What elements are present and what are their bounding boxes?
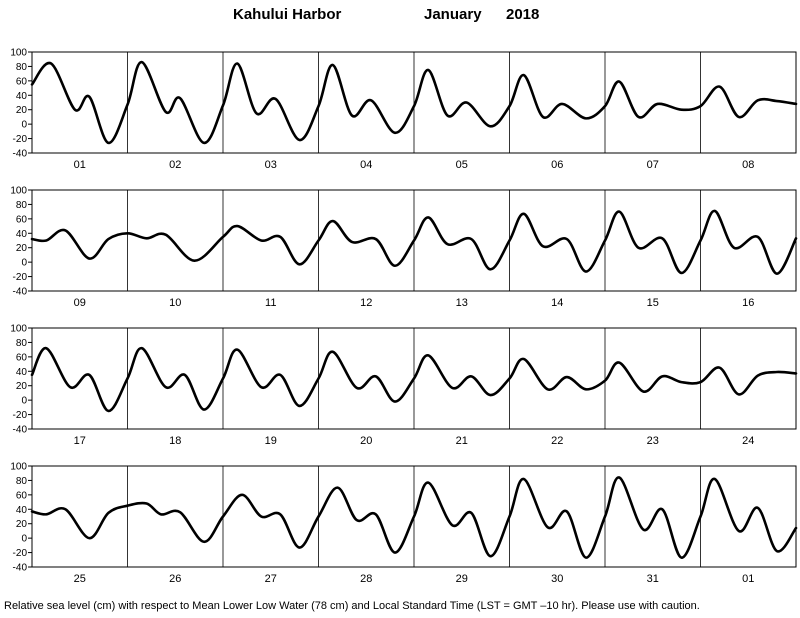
y-tick-label: -40 [13,425,28,436]
x-tick-label: 04 [360,159,372,171]
x-tick-label: 26 [169,573,181,585]
x-tick-label: 01 [74,159,86,171]
y-tick-label: 0 [21,258,27,269]
x-tick-label: 23 [647,435,659,447]
y-tick-label: -40 [13,287,28,298]
x-tick-label: 22 [551,435,563,447]
chart-panel-2: 100 80 60 40 20 0 -20 -40 09 10 11 12 13 14 15 16 [10,186,798,309]
y-tick-label: -20 [13,134,28,145]
x-tick-label: 10 [169,297,181,309]
x-tick-label: 25 [74,573,86,585]
panel-frame [31,327,797,430]
y-tick-label: -20 [13,410,28,421]
y-tick-label: 100 [10,324,27,335]
x-tick-label: 01 [742,573,754,585]
x-tick-label: 24 [742,435,754,447]
x-tick-label: 03 [265,159,277,171]
y-tick-label: 80 [16,338,28,349]
y-tick-label: -40 [13,149,28,160]
y-tick-label: 80 [16,200,28,211]
y-tick-label: 0 [21,534,27,545]
x-tick-label: 08 [742,159,754,171]
y-tick-label: 0 [21,396,27,407]
x-tick-label: 28 [360,573,372,585]
y-tick-label: 100 [10,48,27,59]
x-tick-label: 30 [551,573,563,585]
page-title: Kahului Harbor January 2018 [0,6,800,28]
y-tick-label: 0 [21,120,27,131]
y-tick-label: 20 [16,519,28,530]
chart-panel-1: 100 80 60 40 20 0 -20 -40 01 02 03 04 05 06 07 08 [10,48,798,171]
y-tick-label: 20 [16,243,28,254]
y-tick-label: 20 [16,381,28,392]
y-tick-label: 80 [16,62,28,73]
y-tick-label: 40 [16,367,28,378]
x-tick-label: 02 [169,159,181,171]
y-tick-label: -20 [13,272,28,283]
x-tick-label: 12 [360,297,372,309]
title-station: Kahului Harbor [233,6,342,23]
y-tick-label: 40 [16,505,28,516]
tide-curve-3 [30,346,798,413]
x-tick-label: 07 [647,159,659,171]
x-tick-label: 20 [360,435,372,447]
y-tick-label: 20 [16,105,28,116]
chart-panel-4: 100 80 60 40 20 0 -20 -40 25 26 27 28 29 30 31 01 [10,462,798,585]
y-tick-label: -20 [13,548,28,559]
x-tick-label: 09 [74,297,86,309]
chart-panel-3: 100 80 60 40 20 0 -20 -40 17 18 19 20 21 22 23 24 [10,324,798,447]
x-tick-label: 18 [169,435,181,447]
y-tick-label: 60 [16,490,28,501]
y-tick-label: 60 [16,352,28,363]
x-tick-label: 21 [456,435,468,447]
y-tick-label: 100 [10,186,27,197]
y-tick-label: 60 [16,214,28,225]
x-tick-label: 16 [742,297,754,309]
x-tick-label: 05 [456,159,468,171]
title-year: 2018 [506,6,540,23]
tide-curve-2 [30,209,798,275]
y-tick-label: 80 [16,476,28,487]
y-tick-label: 40 [16,229,28,240]
title-month: January [424,6,482,23]
y-tick-label: 40 [16,91,28,102]
x-tick-label: 11 [265,297,276,309]
chart-caption: Relative sea level (cm) with respect to … [4,600,700,612]
y-tick-label: 60 [16,76,28,87]
x-tick-label: 19 [265,435,277,447]
tide-curve-1 [30,60,798,145]
x-tick-label: 15 [647,297,659,309]
y-tick-label: 100 [10,462,27,473]
x-tick-label: 13 [456,297,468,309]
x-tick-label: 06 [551,159,563,171]
x-tick-label: 29 [456,573,468,585]
panel-frame [31,465,797,568]
tide-curve-4 [30,476,798,559]
y-tick-label: -40 [13,563,28,574]
x-tick-label: 27 [265,573,277,585]
x-tick-label: 17 [74,435,86,447]
x-tick-label: 14 [551,297,563,309]
x-tick-label: 31 [647,573,659,585]
panel-frame [31,51,797,154]
